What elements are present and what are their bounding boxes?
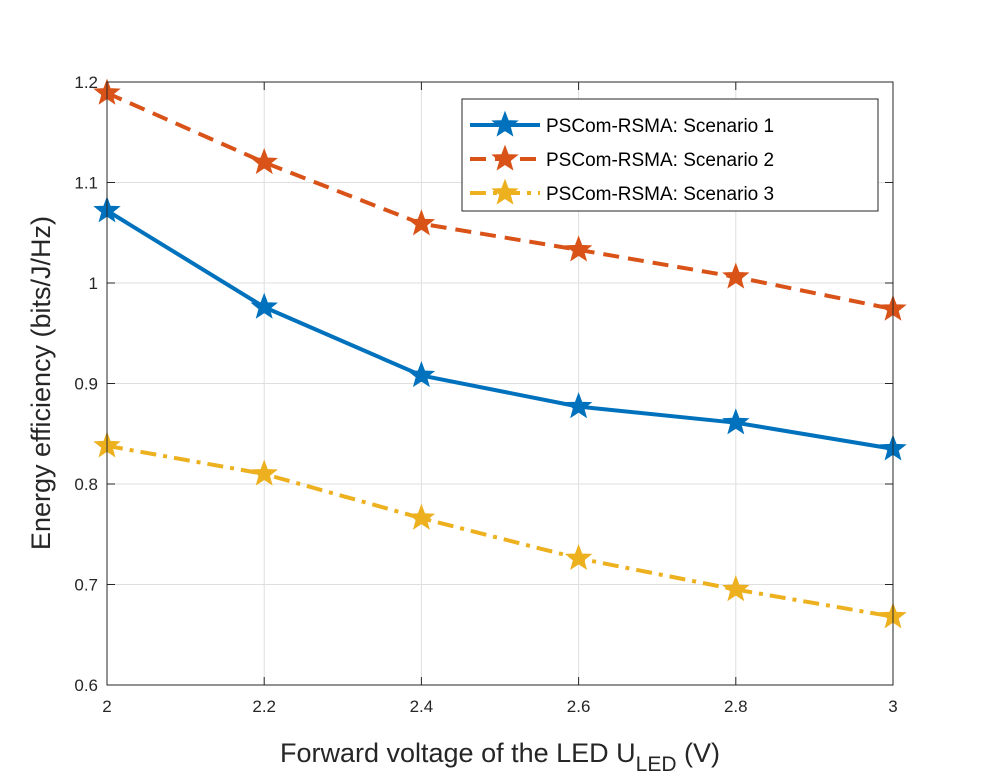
data-point-marker [407,209,436,236]
tick-labels: 2 2.2 2.4 2.6 2.8 3 0.6 0.7 0.8 0.9 1 1.1 1.2 [74,73,897,716]
data-point-marker [250,147,278,175]
y-tick-label: 1.1 [74,174,98,193]
x-tick-label: 2.2 [252,697,276,716]
legend-item-3: PSCom-RSMA: Scenario 3 [470,178,774,205]
legend-label: PSCom-RSMA: Scenario 1 [546,116,774,137]
x-axis-title: Forward voltage of the LED ULED (V) [280,738,720,776]
data-point-marker [250,292,278,319]
legend-marker [491,110,519,137]
x-tick-label: 3 [888,697,897,716]
data-point-marker [407,361,436,388]
axis-ticks [106,81,894,686]
x-axis-title-subscript: LED [636,753,677,776]
data-point-marker [250,459,278,486]
data-point-marker [564,392,593,419]
legend-label: PSCom-RSMA: Scenario 2 [546,150,774,171]
data-point-marker [564,235,593,262]
data-point-marker [564,543,593,571]
y-tick-label: 0.9 [74,375,98,394]
x-tick-label: 2.4 [410,697,434,716]
legend-item-1: PSCom-RSMA: Scenario 1 [470,110,774,137]
series-line [105,208,894,451]
legend-marker [491,144,519,171]
y-axis-title: Energy efficiency (bits/J/Hz) [26,216,56,550]
y-tick-label: 0.8 [74,475,98,494]
y-tick-label: 0.6 [74,676,98,695]
data-point-marker [722,408,750,435]
x-tick-label: 2.8 [724,697,748,716]
data-point-marker [722,262,750,289]
y-tick-label: 1 [89,274,98,293]
legend-label: PSCom-RSMA: Scenario 3 [546,184,774,205]
x-tick-label: 2.6 [567,697,591,716]
series-line [106,443,894,619]
data-point-marker [407,503,436,530]
x-axis-title-main: Forward voltage of the LED U [280,738,636,768]
data-point-marker [722,575,750,602]
y-tick-label: 1.2 [74,73,98,92]
x-axis-title-suffix: (V) [677,738,721,768]
legend-box [461,98,879,212]
y-tick-label: 0.7 [74,576,98,595]
series-line [106,91,894,312]
legend-item-2: PSCom-RSMA: Scenario 2 [470,144,774,171]
x-tick-label: 2 [102,697,111,716]
legend-marker [491,178,519,205]
legend: PSCom-RSMA: Scenario 1 PSCom-RSMA: Scenar… [461,98,879,212]
